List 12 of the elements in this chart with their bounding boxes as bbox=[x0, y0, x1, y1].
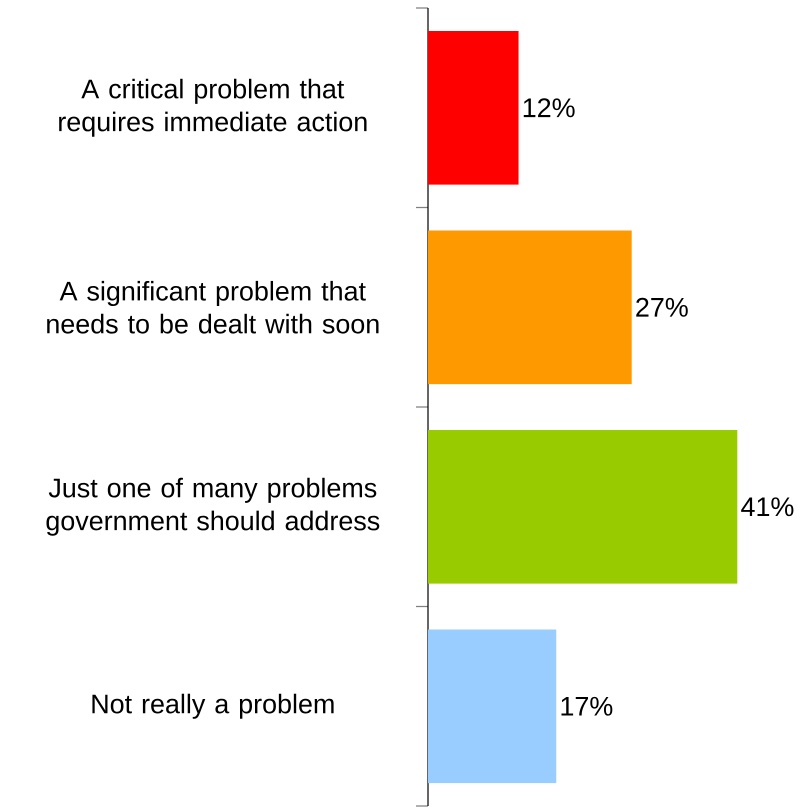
data-label: 17% bbox=[562, 696, 612, 716]
bar bbox=[428, 629, 556, 784]
y-tick-label: Not really a problem bbox=[92, 694, 334, 719]
data-label: 41% bbox=[741, 497, 794, 516]
y-tick-label: A critical problem that requires immediate action bbox=[59, 78, 367, 137]
bar bbox=[428, 30, 519, 185]
bar bbox=[428, 430, 738, 584]
data-label: 12% bbox=[524, 98, 575, 118]
y-tick-label: A significant problem that needs to be dealt with soon bbox=[47, 280, 379, 334]
data-label: 27% bbox=[636, 298, 688, 317]
y-tick-label: Just one of many problems government should address bbox=[46, 478, 380, 536]
bar bbox=[428, 230, 632, 384]
